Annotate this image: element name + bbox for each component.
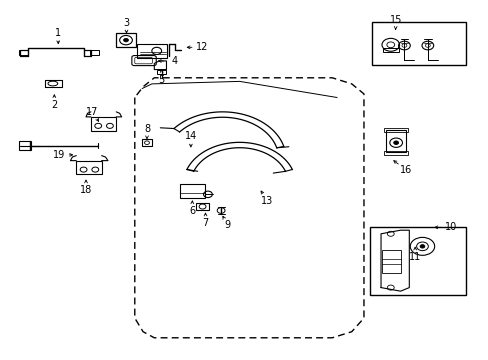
Text: 7: 7 [202,218,208,228]
Text: 14: 14 [184,131,197,141]
Bar [116,33,136,47]
Bar [381,250,400,273]
Bar [383,129,407,132]
Text: 4: 4 [171,56,177,66]
Bar [157,70,166,74]
Circle shape [393,141,398,144]
Text: 9: 9 [224,220,230,230]
Text: 16: 16 [399,165,411,175]
Text: 8: 8 [143,124,150,134]
Bar [137,44,167,58]
Text: 2: 2 [51,100,57,110]
Circle shape [419,244,424,248]
Text: 19: 19 [53,150,65,160]
Bar [19,50,27,55]
Bar [142,139,152,146]
Bar [369,226,465,295]
Text: 1: 1 [55,28,61,37]
Text: 5: 5 [158,75,164,85]
Text: 6: 6 [189,206,195,216]
Text: 3: 3 [123,18,129,28]
Text: 10: 10 [444,222,456,232]
Bar [91,117,116,131]
Text: 12: 12 [196,42,208,52]
Bar [180,184,204,198]
Text: 15: 15 [388,15,401,25]
Circle shape [123,39,128,42]
Bar [90,50,99,55]
Text: 17: 17 [86,107,99,117]
Bar [371,22,465,65]
Text: 18: 18 [80,185,92,195]
Bar [19,141,31,150]
Text: 11: 11 [408,252,421,262]
Bar [382,48,398,52]
Bar [385,130,406,152]
Bar [76,161,102,174]
Bar [195,203,209,211]
Bar [383,151,407,155]
Text: 13: 13 [261,196,273,206]
